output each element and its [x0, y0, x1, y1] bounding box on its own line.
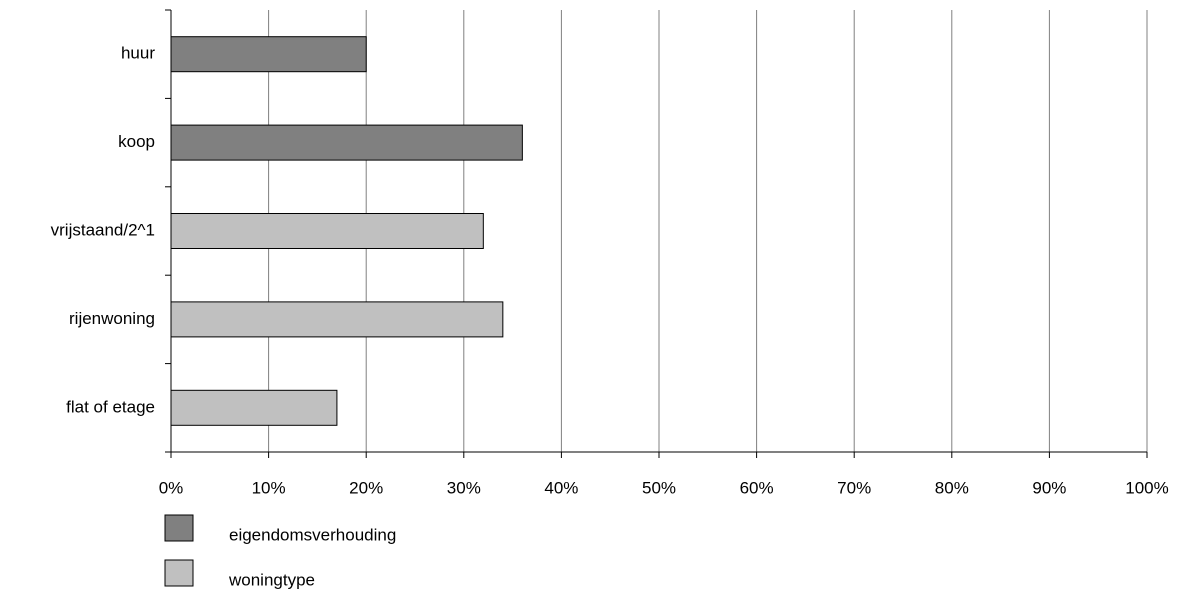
x-tick-label: 70%: [837, 478, 871, 497]
x-tick-label: 100%: [1125, 478, 1168, 497]
bar: [170, 301, 504, 338]
x-tick-label: 20%: [349, 478, 383, 497]
x-tick-label: 80%: [935, 478, 969, 497]
x-tick-label: 50%: [642, 478, 676, 497]
y-tick-label: huur: [121, 44, 155, 63]
legend-label: eigendomsverhouding: [229, 525, 396, 544]
y-tick-label: koop: [118, 132, 155, 151]
x-tick-label: 10%: [252, 478, 286, 497]
x-tick-label: 30%: [447, 478, 481, 497]
legend-swatch: [164, 559, 194, 587]
legend-label: woningtype: [228, 570, 315, 589]
y-tick-label: flat of etage: [66, 397, 155, 416]
bar: [170, 36, 367, 73]
x-tick-label: 40%: [544, 478, 578, 497]
bar: [170, 213, 484, 249]
x-tick-label: 0%: [159, 478, 184, 497]
bar: [170, 124, 523, 161]
y-tick-label: rijenwoning: [69, 309, 155, 328]
bar: [170, 389, 338, 426]
legend-swatch: [164, 514, 194, 542]
x-tick-label: 60%: [740, 478, 774, 497]
x-tick-label: 90%: [1032, 478, 1066, 497]
y-tick-label: vrijstaand/2^1: [51, 220, 155, 239]
